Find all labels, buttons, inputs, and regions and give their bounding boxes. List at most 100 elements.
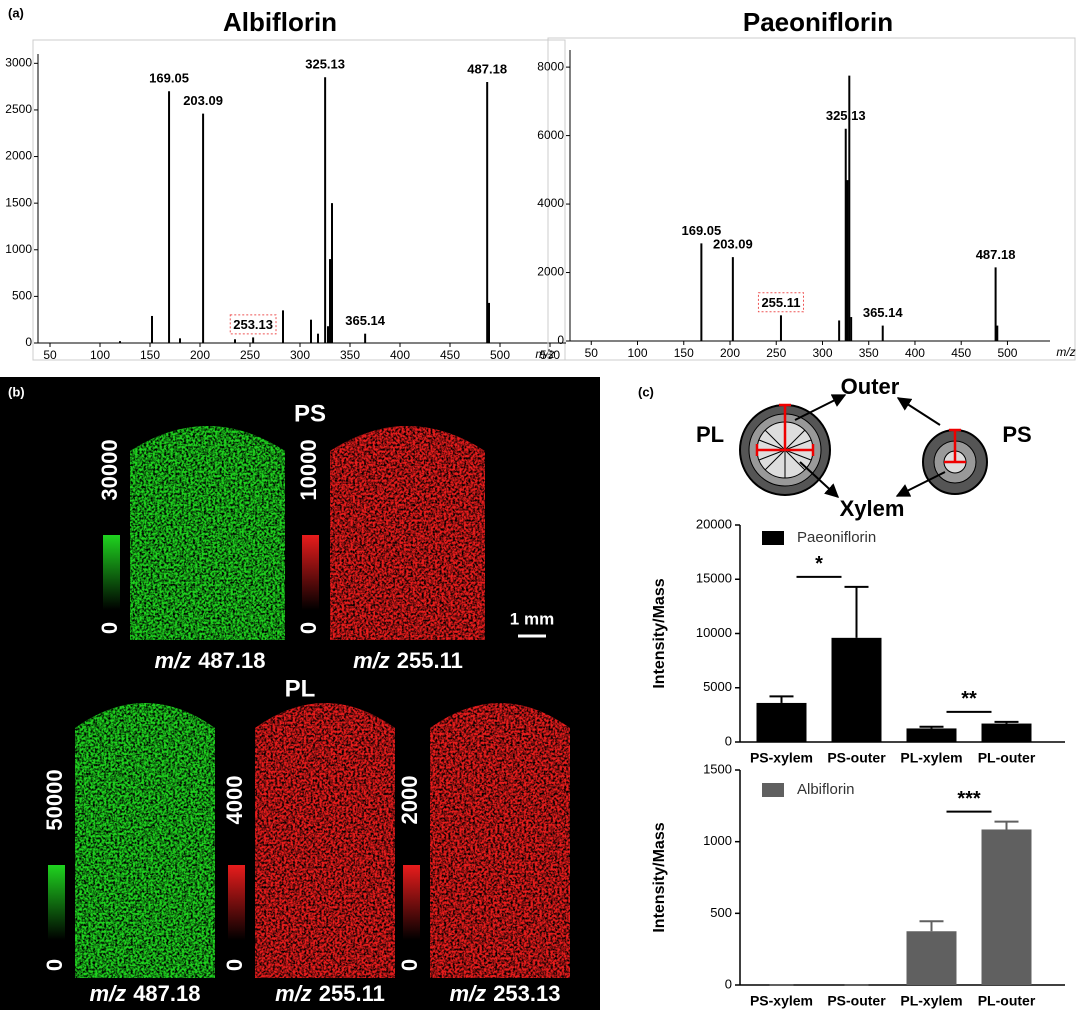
mz-value: 255.11 (397, 648, 463, 673)
y-axis-label: Intensity/Mass (651, 578, 668, 688)
peak-label: 255.11 (761, 295, 800, 310)
x-axis-label: m/z (535, 347, 554, 361)
x-tick-label: 150 (674, 346, 694, 360)
peak-label: 365.14 (345, 313, 386, 328)
y-tick-label: 500 (710, 905, 732, 920)
y-tick-label: 4000 (537, 196, 564, 210)
ion-image (430, 703, 570, 978)
significance-label: * (815, 553, 823, 575)
panel-label: (b) (8, 384, 25, 399)
ion-image (75, 703, 215, 978)
bar (906, 931, 957, 985)
x-tick-label: PL-xylem (900, 993, 962, 1009)
y-tick-label: 2000 (5, 149, 32, 163)
chart-title: Paeoniflorin (743, 7, 893, 37)
mz-value: 487.18 (198, 648, 265, 673)
colorbar-min: 0 (97, 622, 122, 634)
diagram-label: Outer (841, 374, 900, 399)
x-tick-label: 550 (540, 348, 560, 362)
peak-label: 253.13 (233, 317, 273, 332)
x-tick-label: 100 (90, 348, 110, 362)
x-tick-label: PL-outer (978, 993, 1036, 1009)
bar (981, 723, 1032, 742)
x-axis-label: m/z (1056, 345, 1075, 359)
mz-value: 253.13 (493, 981, 560, 1006)
y-tick-label: 0 (725, 976, 732, 991)
mz-label: m/z 255.11 (275, 981, 385, 1006)
x-tick-label: 500 (997, 346, 1017, 360)
peak-label: 487.18 (976, 247, 1016, 262)
image-noise (75, 703, 215, 978)
x-tick-label: 450 (951, 346, 971, 360)
chart-title: Albiflorin (223, 7, 337, 37)
image-noise (330, 426, 485, 640)
colorbar-max: 30000 (97, 439, 122, 500)
y-tick-label: 1000 (5, 242, 32, 256)
diagram-label: PL (696, 422, 724, 447)
colorbar (403, 865, 420, 940)
chart-frame (547, 37, 1076, 361)
bar (756, 702, 807, 742)
y-tick-label: 1500 (703, 761, 732, 776)
y-tick-label: 15000 (696, 571, 732, 586)
bar (981, 829, 1032, 985)
mz-value: 255.11 (319, 981, 385, 1006)
panel-label: (a) (8, 5, 24, 20)
y-tick-label: 0 (25, 335, 32, 349)
x-tick-label: 200 (190, 348, 210, 362)
chart-frame (32, 39, 566, 361)
x-tick-label: 300 (290, 348, 310, 362)
legend-label: Paeoniflorin (797, 529, 876, 546)
y-tick-label: 1500 (5, 195, 32, 209)
y-tick-label: 20000 (696, 516, 732, 531)
colorbar-max: 2000 (397, 776, 422, 825)
colorbar (228, 865, 245, 940)
colorbar-max: 4000 (222, 776, 247, 825)
peak-label: 365.14 (863, 305, 904, 320)
panel-label: (c) (638, 384, 654, 399)
diagram (739, 394, 988, 498)
peak-label: 487.18 (467, 61, 507, 76)
legend-swatch (762, 531, 784, 545)
mz-label: m/z 487.18 (90, 981, 201, 1006)
x-tick-label: 100 (627, 346, 647, 360)
y-tick-label: 2000 (537, 265, 564, 279)
colorbar-max: 50000 (42, 769, 67, 830)
diagram-label: PS (1002, 422, 1031, 447)
colorbar (48, 865, 65, 940)
mz-prefix: m/z (353, 648, 390, 673)
group-title: PS (294, 400, 326, 427)
peak-label: 203.09 (183, 93, 223, 108)
mz-label: m/z 253.13 (450, 981, 561, 1006)
legend-swatch (762, 783, 784, 797)
peak-label: 169.05 (149, 71, 189, 86)
y-tick-label: 3000 (5, 55, 32, 69)
colorbar-min: 0 (42, 959, 67, 971)
y-tick-label: 5000 (703, 679, 732, 694)
mz-label: m/z 255.11 (353, 648, 463, 673)
mz-prefix: m/z (90, 981, 127, 1006)
x-tick-label: 450 (440, 348, 460, 362)
y-axis-label: Intensity/Mass (651, 822, 668, 932)
colorbar (103, 535, 120, 610)
x-tick-label: PL-xylem (900, 750, 962, 766)
image-noise (130, 426, 285, 640)
colorbar-min: 0 (222, 959, 247, 971)
x-tick-label: 250 (240, 348, 260, 362)
highlight-box (229, 314, 277, 335)
group-title: PL (285, 675, 316, 702)
colorbar-min: 0 (296, 622, 321, 634)
x-tick-label: 250 (766, 346, 786, 360)
x-tick-label: 500 (490, 348, 510, 362)
x-tick-label: 200 (720, 346, 740, 360)
ion-image (330, 426, 485, 640)
x-tick-label: 50 (585, 346, 599, 360)
x-tick-label: 400 (390, 348, 410, 362)
mz-prefix: m/z (155, 648, 192, 673)
legend-label: Albiflorin (797, 781, 855, 798)
bar (831, 637, 882, 742)
scale-bar-label: 1 mm (510, 609, 554, 628)
ion-image (130, 426, 285, 640)
colorbar (302, 535, 319, 610)
